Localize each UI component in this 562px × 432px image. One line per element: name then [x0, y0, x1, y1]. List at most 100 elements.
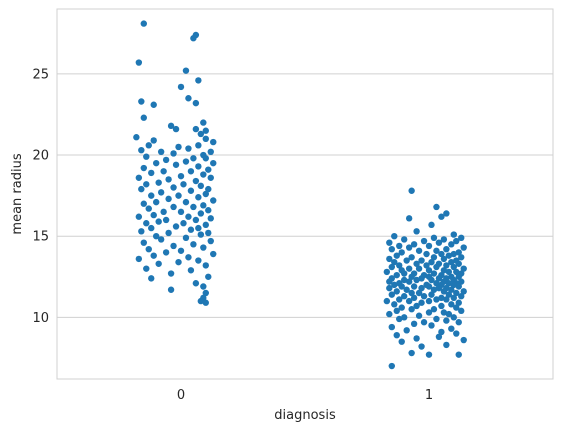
data-point	[135, 255, 143, 263]
data-point	[148, 275, 155, 282]
data-point	[413, 276, 420, 284]
data-point	[190, 155, 197, 162]
data-point	[202, 127, 209, 134]
data-point	[187, 267, 195, 274]
data-point	[383, 268, 391, 276]
data-point	[150, 252, 157, 259]
data-point	[386, 284, 393, 292]
data-point	[443, 341, 450, 349]
data-point	[425, 297, 433, 305]
data-point	[386, 310, 393, 318]
x-tick-label: 1	[425, 388, 433, 403]
y-axis-label: mean radius	[10, 153, 25, 234]
data-point	[393, 331, 400, 339]
data-point	[418, 299, 425, 306]
data-point	[207, 215, 214, 222]
data-point	[430, 270, 438, 277]
data-point	[415, 265, 423, 272]
data-point	[150, 211, 157, 219]
data-point	[450, 231, 457, 238]
data-point	[428, 221, 435, 229]
data-point	[202, 299, 209, 306]
data-point	[420, 319, 428, 326]
data-point	[190, 203, 197, 211]
data-point	[157, 236, 165, 243]
x-tick-label: 0	[177, 388, 185, 403]
data-point	[185, 145, 192, 152]
data-point	[165, 195, 172, 203]
data-point	[185, 254, 192, 261]
data-point	[155, 260, 162, 267]
data-point	[162, 249, 170, 256]
data-point	[135, 174, 143, 181]
data-point	[410, 283, 418, 290]
data-point	[148, 192, 155, 199]
data-point	[143, 181, 150, 188]
data-point	[160, 208, 167, 216]
data-point	[445, 310, 453, 318]
data-point	[460, 244, 467, 251]
data-point	[200, 283, 207, 290]
data-point	[192, 177, 200, 185]
data-point	[430, 286, 438, 293]
data-point	[428, 322, 435, 329]
data-point	[401, 314, 408, 321]
data-point	[435, 275, 443, 282]
data-point	[393, 252, 400, 259]
data-point	[150, 101, 157, 108]
data-point	[410, 320, 418, 328]
data-point	[413, 260, 420, 267]
data-point	[405, 244, 413, 251]
data-point	[138, 228, 145, 235]
data-point	[185, 213, 192, 220]
data-point	[433, 247, 440, 254]
data-point	[391, 281, 398, 289]
data-point	[398, 304, 405, 311]
data-point	[170, 242, 177, 250]
data-point	[145, 245, 152, 253]
data-point	[182, 158, 190, 165]
data-point	[195, 257, 202, 264]
data-point	[170, 203, 177, 211]
y-tick-label: 20	[32, 149, 49, 164]
data-point	[401, 270, 408, 277]
data-point	[455, 260, 462, 267]
data-point	[140, 164, 147, 172]
data-point	[138, 185, 145, 193]
data-point	[192, 99, 200, 107]
data-point	[448, 301, 455, 308]
data-point	[450, 314, 457, 321]
data-point	[388, 323, 395, 331]
data-point	[418, 284, 425, 292]
plot-area	[56, 8, 554, 380]
data-point	[138, 98, 145, 105]
data-point	[202, 155, 209, 162]
data-point	[150, 137, 157, 144]
data-point	[443, 296, 450, 303]
data-point	[418, 343, 425, 350]
data-point	[143, 265, 150, 272]
data-point	[205, 166, 212, 173]
data-point	[418, 257, 425, 264]
data-point	[408, 306, 415, 313]
data-point	[396, 296, 403, 303]
data-point	[143, 220, 150, 227]
y-tick-label: 15	[32, 230, 49, 245]
data-point	[408, 349, 415, 357]
data-point	[383, 297, 391, 305]
data-point	[435, 239, 443, 246]
data-point	[175, 143, 182, 151]
data-point	[398, 338, 405, 345]
data-point	[200, 202, 207, 209]
data-point	[408, 289, 415, 297]
data-point	[460, 336, 467, 344]
data-point	[177, 83, 185, 91]
data-point	[423, 250, 430, 258]
data-point	[175, 192, 182, 199]
data-point	[205, 207, 212, 214]
data-point	[167, 286, 175, 293]
data-point	[445, 291, 453, 298]
data-point	[455, 299, 462, 306]
data-point	[401, 293, 408, 300]
data-point	[455, 283, 462, 290]
